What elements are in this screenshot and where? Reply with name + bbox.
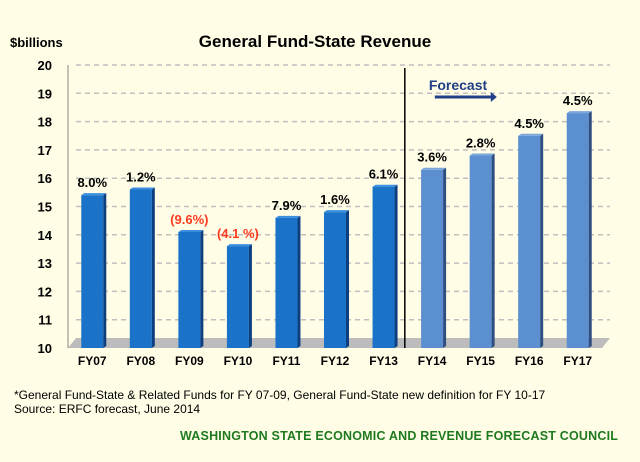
data-labels: 8.0% 1.2% (9.6%) (4.1 %) 7.9% 1.6% 6.1% 3.6% 2.8…	[77, 93, 593, 241]
x-tick-label: FY08	[126, 354, 155, 368]
x-tick-label: FY07	[78, 354, 107, 368]
x-tick-label: FY16	[515, 354, 544, 368]
data-label: (4.1 %)	[217, 226, 259, 241]
bars	[81, 111, 592, 348]
y-axis-unit: $billions	[10, 35, 63, 50]
x-tick-label: FY14	[418, 354, 447, 368]
y-tick-label: 16	[38, 171, 52, 186]
x-tick-label: FY15	[466, 354, 495, 368]
bar-fy11	[275, 215, 301, 348]
data-label: 4.5%	[563, 93, 593, 108]
bar-fy16	[518, 133, 544, 348]
data-label: (9.6%)	[170, 212, 208, 227]
bar-fy13	[372, 184, 398, 348]
data-label: 8.0%	[77, 175, 107, 190]
footnote: *General Fund-State & Related Funds for …	[14, 388, 634, 416]
y-tick-label: 13	[38, 256, 52, 271]
data-label: 4.5%	[514, 116, 544, 131]
forecast-label: Forecast	[429, 77, 488, 93]
y-axis-ticks: 10 11 12 13 14 15 16 17 18 19 20	[38, 58, 53, 356]
bar-fy12	[324, 210, 349, 348]
data-label: 3.6%	[417, 150, 447, 165]
y-tick-label: 10	[38, 341, 52, 356]
y-tick-label: 12	[38, 284, 52, 299]
footnote-definition: *General Fund-State & Related Funds for …	[14, 388, 546, 402]
x-tick-label: FY13	[369, 354, 398, 368]
bar-fy17	[566, 111, 592, 348]
data-label: 1.2%	[126, 170, 156, 185]
bar-fy07	[81, 193, 107, 348]
x-tick-label: FY17	[563, 354, 592, 368]
x-tick-label: FY10	[224, 354, 253, 368]
bar-fy15	[469, 153, 495, 348]
revenue-chart: General Fund-State Revenue $billions 101…	[10, 32, 610, 368]
forecast-arrow-icon	[434, 92, 497, 102]
y-tick-label: 19	[38, 86, 52, 101]
x-tick-label: FY12	[321, 354, 350, 368]
data-label: 6.1%	[369, 167, 399, 182]
bar-fy09	[178, 229, 204, 348]
y-tick-label: 17	[38, 143, 52, 158]
bar-fy08	[129, 187, 155, 348]
data-label: 1.6%	[320, 192, 350, 207]
bar-fy10	[226, 244, 252, 348]
bar-fy14	[421, 167, 447, 348]
x-axis-ticks: FY07 FY08 FY09 FY10 FY11 FY12 FY13 FY14 FY15 FY16…	[78, 354, 592, 368]
council-name: WASHINGTON STATE ECONOMIC AND REVENUE FO…	[180, 429, 619, 443]
chart-title: General Fund-State Revenue	[199, 32, 431, 51]
x-tick-label: FY09	[175, 354, 204, 368]
y-tick-label: 18	[38, 115, 52, 130]
y-tick-label: 11	[38, 313, 52, 328]
footnote-source: Source: ERFC forecast, June 2014	[14, 402, 201, 416]
y-tick-label: 15	[38, 200, 52, 215]
y-tick-label: 14	[38, 228, 53, 243]
data-label: 2.8%	[466, 136, 496, 151]
y-tick-label: 20	[38, 58, 52, 73]
forecast-marker: Forecast	[404, 68, 497, 348]
data-label: 7.9%	[272, 198, 302, 213]
x-tick-label: FY11	[272, 354, 300, 368]
